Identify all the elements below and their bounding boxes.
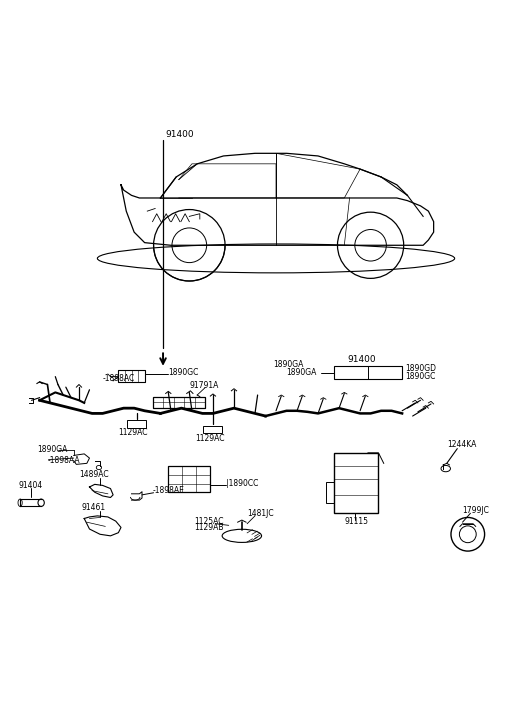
Bar xyxy=(168,466,210,492)
Text: 1129AC: 1129AC xyxy=(195,433,225,443)
Text: 1890GA: 1890GA xyxy=(273,360,304,369)
Text: 1890GA: 1890GA xyxy=(37,445,67,454)
Text: 1489AC: 1489AC xyxy=(79,470,109,479)
Text: 1890GD: 1890GD xyxy=(405,364,436,373)
Text: 91404: 91404 xyxy=(19,481,43,490)
Text: 1129AB: 1129AB xyxy=(194,523,224,532)
Bar xyxy=(152,397,205,408)
Bar xyxy=(127,420,146,428)
Text: 1890GC: 1890GC xyxy=(168,368,199,377)
Text: 91461: 91461 xyxy=(82,504,106,513)
Bar xyxy=(203,425,222,433)
Text: -1898AC: -1898AC xyxy=(102,374,135,382)
Text: 91115: 91115 xyxy=(344,517,369,526)
Text: 1890GC: 1890GC xyxy=(405,371,435,381)
Text: |1890CC: |1890CC xyxy=(226,479,259,488)
Text: 1799JC: 1799JC xyxy=(463,506,490,515)
Text: 1244KA: 1244KA xyxy=(447,441,476,449)
Text: -1898AA: -1898AA xyxy=(47,457,80,465)
Text: 91400: 91400 xyxy=(347,355,375,364)
Text: 91400: 91400 xyxy=(166,130,194,140)
Bar xyxy=(118,370,144,382)
Text: 1129AC: 1129AC xyxy=(118,428,148,438)
Text: 91791A: 91791A xyxy=(190,381,219,390)
Text: 1481JC: 1481JC xyxy=(247,509,274,518)
Bar xyxy=(334,453,379,513)
Bar xyxy=(334,366,402,379)
Bar xyxy=(326,482,334,503)
Text: -1898AE: -1898AE xyxy=(152,486,184,495)
Text: 1890GA: 1890GA xyxy=(287,369,317,377)
Text: 1125AC: 1125AC xyxy=(194,517,224,526)
